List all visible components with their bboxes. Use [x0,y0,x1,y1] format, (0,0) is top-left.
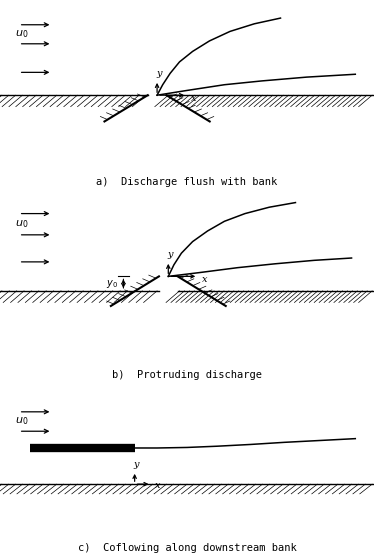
Text: y: y [156,69,162,78]
Text: $u_0$: $u_0$ [15,416,28,427]
Text: b)  Protruding discharge: b) Protruding discharge [112,370,262,380]
Text: $y_0$: $y_0$ [106,278,118,290]
Text: y: y [134,460,139,469]
Text: c)  Coflowing along downstream bank: c) Coflowing along downstream bank [78,543,296,553]
Text: x: x [202,275,208,284]
Text: $u_0$: $u_0$ [15,218,28,230]
Text: x: x [191,94,196,102]
Text: $u_0$: $u_0$ [15,29,28,40]
Text: a)  Discharge flush with bank: a) Discharge flush with bank [96,176,278,186]
Text: y: y [168,250,173,259]
Text: x: x [155,482,161,491]
